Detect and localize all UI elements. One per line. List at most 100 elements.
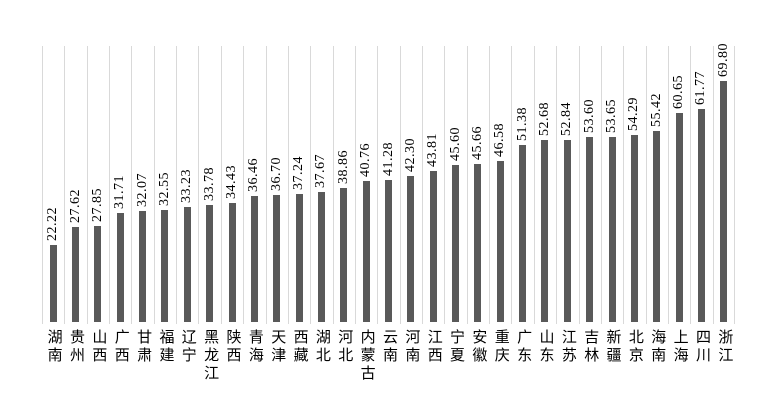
bar-value-label: 69.80: [715, 43, 731, 78]
category-label: 浙江: [713, 329, 735, 365]
category-label: 宁夏: [444, 329, 466, 365]
category-label-text: 海南: [649, 329, 666, 365]
bar-value-label: 34.43: [224, 165, 240, 200]
category-label-text: 西藏: [291, 329, 308, 365]
bar: [273, 195, 281, 322]
category-label-text: 上海: [671, 329, 688, 365]
category-label-text: 内蒙古: [358, 329, 375, 383]
bar: [586, 137, 594, 322]
bar-value-label: 33.23: [179, 169, 195, 204]
bar: [362, 181, 370, 322]
bar-value-label: 51.38: [514, 106, 530, 141]
category-gridline: [556, 46, 557, 324]
category-label: 上海: [668, 329, 690, 365]
bar-value-label: 42.30: [402, 138, 418, 173]
category-label: 西藏: [288, 329, 310, 365]
category-label: 湖北: [310, 329, 332, 365]
bar: [697, 108, 705, 322]
bar-value-label: 52.68: [536, 102, 552, 137]
bar: [429, 170, 437, 322]
category-gridline: [355, 46, 356, 324]
category-label: 贵州: [64, 329, 86, 365]
category-gridline: [131, 46, 132, 324]
category-gridline: [310, 46, 311, 324]
category-label: 云南: [377, 329, 399, 365]
category-label-text: 贵州: [68, 329, 85, 365]
bar-value-label: 55.42: [648, 92, 664, 127]
bar: [653, 130, 661, 322]
bar-value-label: 38.86: [335, 149, 351, 184]
bar: [340, 187, 348, 322]
bar: [228, 203, 236, 322]
bar: [161, 209, 169, 322]
category-label-text: 宁夏: [448, 329, 465, 365]
bar-value-label: 43.81: [425, 132, 441, 167]
bar: [183, 207, 191, 322]
category-label-text: 安徽: [470, 329, 487, 365]
bar: [317, 192, 325, 322]
category-label: 安徽: [467, 329, 489, 365]
category-label-text: 黑龙江: [202, 329, 219, 383]
category-gridline: [467, 46, 468, 324]
category-label-text: 山东: [537, 329, 554, 365]
category-gridline: [64, 46, 65, 324]
bar-value-label: 37.67: [313, 154, 329, 189]
category-label: 黑龙江: [198, 329, 220, 383]
bar: [608, 136, 616, 322]
category-gridline: [511, 46, 512, 324]
category-label-text: 湖南: [45, 329, 62, 365]
bar-value-label: 41.28: [380, 141, 396, 176]
category-gridline: [221, 46, 222, 324]
category-gridline: [87, 46, 88, 324]
category-label-text: 陕西: [224, 329, 241, 365]
category-label: 内蒙古: [355, 329, 377, 383]
category-label: 吉林: [579, 329, 601, 365]
category-gridline: [400, 46, 401, 324]
category-gridline: [243, 46, 244, 324]
category-label-text: 北京: [626, 329, 643, 365]
category-label: 河南: [400, 329, 422, 365]
bar-value-label: 31.71: [112, 174, 128, 209]
bar: [72, 226, 80, 322]
category-label-text: 新疆: [604, 329, 621, 365]
category-label-text: 江西: [425, 329, 442, 365]
bar-value-label: 54.29: [626, 96, 642, 131]
category-label: 北京: [623, 329, 645, 365]
category-gridline: [668, 46, 669, 324]
category-label: 福建: [154, 329, 176, 365]
bar-value-label: 36.70: [268, 157, 284, 192]
bar: [385, 179, 392, 322]
category-label: 江西: [422, 329, 444, 365]
category-gridline: [601, 46, 602, 324]
category-label: 陕西: [221, 329, 243, 365]
category-label: 湖南: [42, 329, 64, 365]
category-gridline: [333, 46, 334, 324]
category-gridline: [176, 46, 177, 324]
category-gridline: [154, 46, 155, 324]
bar: [94, 225, 102, 322]
category-label-text: 山西: [90, 329, 107, 365]
category-label-text: 辽宁: [179, 329, 196, 365]
category-label-text: 天津: [269, 329, 286, 365]
category-label-text: 云南: [380, 329, 397, 365]
category-label: 广西: [109, 329, 131, 365]
bar-value-label: 45.60: [447, 126, 463, 161]
category-gridline: [266, 46, 267, 324]
category-gridline: [198, 46, 199, 324]
category-label: 辽宁: [176, 329, 198, 365]
bar: [630, 134, 638, 322]
category-label: 江苏: [556, 329, 578, 365]
category-axis-labels: 湖南 贵州 山西 广西 甘肃 福建 辽宁 黑龙江 陕西 青海 天津 西藏 湖北 河北 内蒙古 云南 河南 江西 宁夏…: [42, 329, 735, 399]
bar: [496, 161, 504, 322]
bar: [519, 144, 527, 322]
category-gridline: [534, 46, 535, 324]
bar-value-label: 60.65: [671, 74, 687, 109]
category-label: 甘肃: [131, 329, 153, 365]
category-gridline: [690, 46, 691, 324]
bar: [407, 176, 415, 322]
bar-value-label: 37.24: [291, 155, 307, 190]
bar-value-label: 32.55: [156, 171, 172, 206]
bar-value-label: 45.66: [469, 126, 485, 161]
category-gridline: [42, 46, 43, 324]
